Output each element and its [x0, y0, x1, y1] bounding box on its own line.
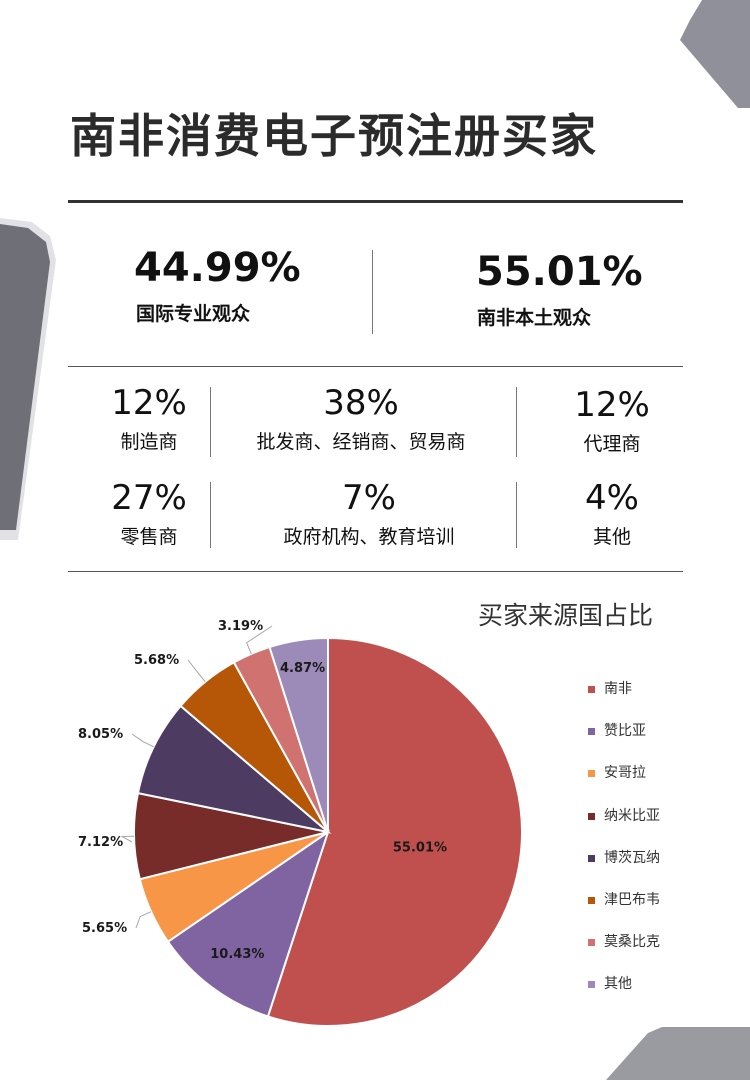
pie-slice-8 [268, 636, 329, 833]
page-title: 南非消费电子预注册买家 [70, 109, 598, 163]
pie-data-label: 4.87% [280, 661, 325, 676]
category-cell-manufacturer: 12% 制造商 [95, 383, 203, 455]
audience-separator [372, 250, 373, 334]
category-percent: 7% [342, 478, 396, 518]
legend-label: 津巴布韦 [604, 891, 660, 908]
legend-label: 安哥拉 [604, 765, 646, 782]
legend-label: 南非 [604, 681, 632, 697]
category-label: 代理商 [583, 433, 641, 455]
legend-item: 安哥拉 [588, 764, 660, 806]
corner-decoration-left [0, 218, 56, 540]
local-percent: 55.01% [476, 249, 643, 295]
pie-data-label: 3.19% [218, 619, 263, 634]
category-cell-agent: 12% 代理商 [555, 385, 669, 457]
pie-slice-5 [136, 704, 332, 834]
category-percent: 12% [111, 383, 187, 423]
category-cell-retailer: 27% 零售商 [95, 478, 203, 550]
category-cell-other: 4% 其他 [555, 478, 669, 550]
legend-item: 南非 [588, 680, 660, 722]
pie-data-label: 10.43% [210, 947, 264, 962]
category-cell-wholesale: 38% 批发商、经销商、贸易商 [216, 383, 506, 455]
legend-label: 纳米比亚 [604, 807, 660, 824]
grid-separator [210, 387, 211, 457]
legend-label: 赞比亚 [604, 723, 646, 740]
category-label: 零售商 [120, 526, 178, 548]
grid-divider [68, 571, 683, 572]
grid-separator [516, 387, 517, 457]
leader-line [131, 733, 154, 748]
legend-swatch [588, 812, 595, 820]
legend-swatch [588, 686, 595, 693]
international-label: 国际专业观众 [136, 303, 251, 325]
category-label: 批发商、经销商、贸易商 [256, 431, 466, 453]
legend-swatch [588, 854, 595, 862]
legend-swatch [588, 981, 595, 989]
legend-swatch [588, 939, 595, 947]
legend-label: 博茨瓦纳 [604, 849, 660, 866]
legend-item: 其他 [588, 975, 660, 1017]
leader-line [135, 911, 152, 929]
category-label: 政府机构、教育培训 [283, 526, 455, 548]
pie-slice-1 [266, 636, 523, 1027]
pie-data-label: 5.68% [134, 653, 179, 668]
international-percent: 44.99% [134, 245, 301, 291]
title-divider [68, 200, 683, 203]
legend-item: 纳米比亚 [588, 807, 660, 849]
corner-decoration-bottom-right [606, 1027, 750, 1080]
category-percent: 4% [585, 478, 639, 518]
pie-data-label: 55.01% [393, 841, 447, 856]
chart-legend: 南非赞比亚安哥拉纳米比亚博茨瓦纳津巴布韦莫桑比克其他 [588, 680, 660, 1018]
leader-line [187, 659, 206, 683]
grid-separator [516, 482, 517, 548]
corner-decoration-top-right [680, 0, 750, 108]
legend-label: 其他 [604, 976, 632, 993]
category-percent: 27% [111, 478, 187, 518]
legend-swatch [588, 728, 595, 736]
pie-data-label: 7.12% [78, 835, 123, 850]
local-label: 南非本土观众 [477, 307, 592, 329]
category-percent: 38% [323, 383, 399, 423]
leader-line [120, 835, 135, 843]
leader-line [245, 625, 273, 654]
audience-divider [68, 366, 683, 367]
chart-title: 买家来源国占比 [478, 601, 654, 630]
pie-chart: 55.01% 10.43% 5.65% 7.12% 8.05% 5.68% 3.19% 4.8… [78, 619, 523, 1027]
legend-item: 赞比亚 [588, 722, 660, 764]
legend-item: 博茨瓦纳 [588, 849, 660, 891]
category-percent: 12% [574, 385, 650, 425]
legend-item: 津巴布韦 [588, 891, 660, 933]
legend-label: 莫桑比克 [604, 934, 660, 951]
pie-data-label: 8.05% [78, 727, 123, 742]
legend-swatch [588, 896, 595, 904]
pie-data-label: 5.65% [82, 921, 127, 936]
grid-separator [210, 482, 211, 548]
category-label: 其他 [592, 526, 631, 548]
legend-item: 莫桑比克 [588, 933, 660, 975]
legend-swatch [588, 770, 595, 778]
category-label: 制造商 [120, 431, 178, 453]
pie-slice-2 [166, 829, 330, 1018]
category-cell-government: 7% 政府机构、教育培训 [216, 478, 522, 550]
